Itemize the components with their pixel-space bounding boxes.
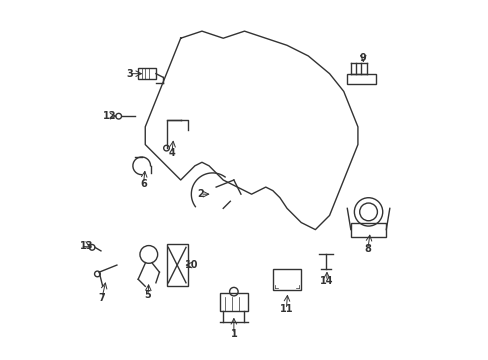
Text: 3: 3 <box>126 69 132 79</box>
Text: 12: 12 <box>103 111 116 121</box>
Text: 2: 2 <box>196 189 203 199</box>
Text: 10: 10 <box>184 260 198 270</box>
Text: 8: 8 <box>364 244 370 254</box>
Text: 11: 11 <box>279 304 292 314</box>
Text: 1: 1 <box>230 329 237 339</box>
Text: 6: 6 <box>140 179 146 189</box>
Text: 5: 5 <box>144 290 151 300</box>
Text: 9: 9 <box>359 53 366 63</box>
Text: 7: 7 <box>99 293 105 303</box>
Text: 4: 4 <box>168 148 175 158</box>
Text: 13: 13 <box>80 240 94 251</box>
Text: 14: 14 <box>319 276 333 286</box>
